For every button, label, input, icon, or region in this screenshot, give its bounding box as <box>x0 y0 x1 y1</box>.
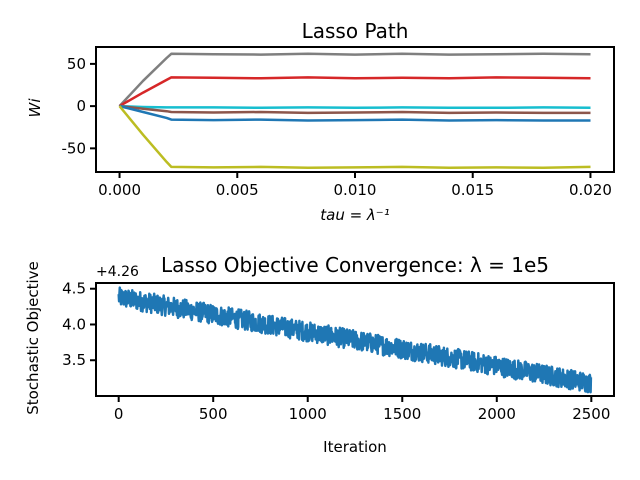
series-line-4 <box>119 104 591 115</box>
series-lines <box>118 52 591 170</box>
x-tick-label: 0.020 <box>569 181 612 199</box>
x-tick-label: 1000 <box>289 405 327 423</box>
series-line-3 <box>119 104 591 110</box>
chart-title: Lasso Objective Convergence: λ = 1e5 <box>161 253 549 277</box>
x-tick-label: 0.000 <box>98 181 141 199</box>
x-ticks: 0.000 0.005 0.010 0.015 0.020 <box>98 172 612 199</box>
lasso-path-chart: Lasso Path 0.000 0.005 0.010 0.015 0.020 50 0… <box>26 19 615 224</box>
y-tick-label: -50 <box>62 139 87 157</box>
x-tick-label: 1500 <box>383 405 421 423</box>
y-ticks: 4.5 4.0 3.5 <box>62 280 96 369</box>
series-line-5 <box>119 104 591 122</box>
y-axis-label: Stochastic Objective <box>24 261 42 415</box>
y-tick-label: 4.5 <box>62 280 86 298</box>
y-axis-label: Wi <box>26 98 44 118</box>
series-line-6 <box>118 105 591 170</box>
chart-title: Lasso Path <box>302 19 409 43</box>
x-tick-label: 2500 <box>572 405 610 423</box>
plot-frame <box>95 46 615 173</box>
objective-series-line <box>117 286 593 394</box>
objective-convergence-chart: Lasso Objective Convergence: λ = 1e5 +4.… <box>24 253 615 456</box>
x-tick-label: 500 <box>199 405 228 423</box>
x-tick-label: 0 <box>114 405 124 423</box>
y-offset-text: +4.26 <box>96 264 139 280</box>
series-line-2 <box>118 76 591 108</box>
x-axis-label: Iteration <box>323 438 387 456</box>
x-tick-label: 0.010 <box>334 181 377 199</box>
y-tick-label: 50 <box>67 55 86 73</box>
series-lines <box>117 286 593 394</box>
x-axis-label: tau = λ⁻¹ <box>320 206 390 224</box>
x-tick-label: 0.005 <box>216 181 259 199</box>
series-line-1 <box>118 52 591 107</box>
plot-frame <box>95 282 615 397</box>
y-ticks: 50 0 -50 <box>62 55 96 157</box>
x-tick-label: 2000 <box>478 405 516 423</box>
y-tick-label: 4.0 <box>62 315 86 333</box>
x-ticks: 0 500 1000 1500 2000 2500 <box>114 396 610 423</box>
x-tick-label: 0.015 <box>451 181 494 199</box>
y-tick-label: 3.5 <box>62 351 86 369</box>
y-tick-label: 0 <box>76 97 86 115</box>
